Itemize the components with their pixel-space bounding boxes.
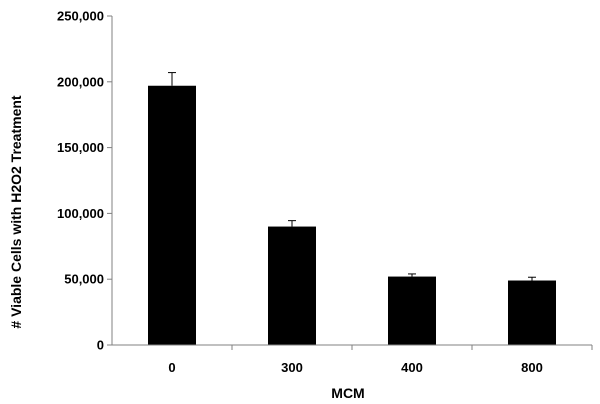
bar-800: [508, 280, 556, 345]
y-tick-label: 50,000: [64, 272, 104, 287]
x-axis-title: MCM: [331, 385, 364, 401]
x-tick-label-800: 800: [521, 360, 543, 375]
x-tick-label-400: 400: [401, 360, 423, 375]
y-tick-label: 200,000: [57, 74, 104, 89]
x-axis-ticks: 0 300 400 800: [168, 345, 593, 375]
bar-400: [388, 276, 436, 345]
bars: [148, 72, 556, 346]
x-tick-label-300: 300: [281, 360, 303, 375]
y-tick-label: 0: [97, 338, 104, 353]
bar-0: [148, 85, 196, 346]
bar-300: [268, 226, 316, 345]
y-tick-label: 150,000: [57, 140, 104, 155]
y-tick-label: 100,000: [57, 206, 104, 221]
y-tick-label: 250,000: [57, 9, 104, 24]
y-axis-title: # Viable Cells with H2O2 Treatment: [8, 95, 24, 328]
y-axis-ticks: 0 50,000 100,000 150,000 200,000 250,000: [57, 9, 112, 353]
x-tick-label-0: 0: [168, 360, 175, 375]
